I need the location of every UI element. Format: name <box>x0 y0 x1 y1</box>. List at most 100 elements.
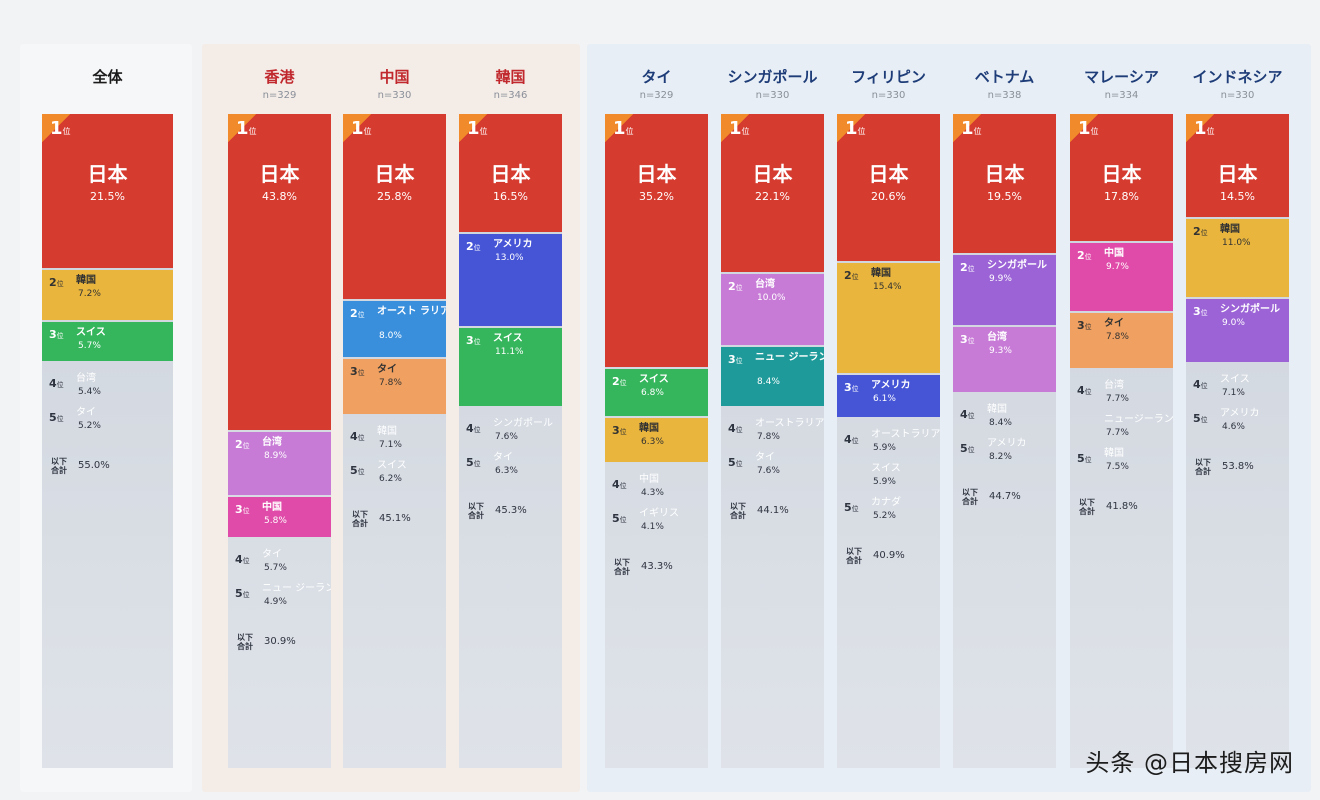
item-value: 8.4% <box>989 418 1012 428</box>
column-sample-size: n=346 <box>493 90 528 101</box>
others-value: 44.7% <box>989 491 1021 502</box>
segment-name: 台湾 <box>987 332 1007 343</box>
others-value: 43.3% <box>641 561 673 572</box>
column-sample-size: n=330 <box>755 90 790 101</box>
watermark: 头条 @日本搜房网 <box>1085 749 1294 777</box>
segment-value: 5.8% <box>264 516 287 526</box>
item-value: 7.1% <box>379 440 402 450</box>
others-value: 53.8% <box>1222 461 1254 472</box>
segment-value: 6.1% <box>873 394 896 404</box>
list-item-rank-4: 4位 オーストラリア 7.8% <box>721 416 824 448</box>
segment-value: 7.2% <box>78 289 101 299</box>
segment-value: 6.8% <box>641 388 664 398</box>
item-name: 韓国 <box>1104 448 1124 459</box>
segment-value: 25.8% <box>377 190 412 203</box>
column-sample-size: n=330 <box>871 90 906 101</box>
bar-segment-rank-3: 3位 シンガポール 9.0% <box>1186 299 1289 362</box>
segment-value: 15.4% <box>873 282 902 292</box>
segment-value: 20.6% <box>871 190 906 203</box>
others-label: 以下合計 <box>468 502 484 520</box>
segment-value: 17.8% <box>1104 190 1139 203</box>
others-label: 以下合計 <box>614 558 630 576</box>
rank-label: 3位 <box>49 328 64 341</box>
item-value: 4.3% <box>641 488 664 498</box>
column-title: インドネシア <box>1192 68 1283 86</box>
item-name: アメリカ <box>987 438 1027 449</box>
segment-name: タイ <box>1104 318 1124 329</box>
item-value: 5.2% <box>873 511 896 521</box>
segment-value: 21.5% <box>90 190 125 203</box>
segment-name: アメリカ <box>871 380 911 391</box>
rank-label: 4位 <box>960 408 975 421</box>
bar-segment-rank-3: 3位 スイス 11.1% <box>459 328 562 406</box>
bar-segment-rank-3: 3位 タイ 7.8% <box>343 359 446 414</box>
list-item-rank-4: 4位 台湾 7.7% <box>1070 378 1173 410</box>
segment-name: 日本 <box>752 162 793 186</box>
bar-segment-rank-1: 1位 日本 16.5% <box>459 114 562 232</box>
segment-value: 8.0% <box>379 331 402 341</box>
list-item-rank-tie: スイス 5.9% <box>837 461 940 493</box>
segment-name: 韓国 <box>871 268 891 279</box>
item-value: 8.2% <box>989 452 1012 462</box>
others-value: 41.8% <box>1106 501 1138 512</box>
column-bar: 1位 日本 20.6% 2位 韓国 15.4% 3位 アメリカ 6.1% 4位 オーストラリア 5.9… <box>837 114 940 768</box>
column-title: マレーシア <box>1084 68 1159 86</box>
bar-segment-rank-1: 1位 日本 22.1% <box>721 114 824 272</box>
list-item-rank-5: 5位 アメリカ 8.2% <box>953 436 1056 468</box>
list-item-rank-5: 5位 タイ 7.6% <box>721 450 824 482</box>
item-value: 7.7% <box>1106 428 1129 438</box>
column-title: タイ <box>641 68 672 86</box>
rank-label: 1位 <box>729 118 750 139</box>
rank-label: 3位 <box>728 353 743 366</box>
others-value: 45.3% <box>495 505 527 516</box>
rank-label: 3位 <box>612 424 627 437</box>
column-title: 香港 <box>264 68 295 86</box>
rank-label: 4位 <box>1077 384 1092 397</box>
segment-value: 14.5% <box>1220 190 1255 203</box>
segment-name: 中国 <box>262 502 282 513</box>
bar-segment-rank-1: 1位 日本 43.8% <box>228 114 331 430</box>
rank-label: 1位 <box>845 118 866 139</box>
others-value: 44.1% <box>757 505 789 516</box>
rank-label: 4位 <box>1193 378 1208 391</box>
item-name: ニュージーランド <box>1104 414 1173 425</box>
rank-label: 3位 <box>466 334 481 347</box>
column-bar: 1位 日本 14.5% 2位 韓国 11.0% 3位 シンガポール 9.0% 4位 スイス 7.1% 5… <box>1186 114 1289 768</box>
rank-label: 2位 <box>49 276 64 289</box>
bar-segment-rank-2: 2位 韓国 11.0% <box>1186 219 1289 297</box>
bar-segment-rank-2: 2位 韓国 7.2% <box>42 270 173 320</box>
bar-segment-rank-3: 3位 ニュー ジーランド 8.4% <box>721 347 824 406</box>
item-name: オーストラリア <box>755 418 824 429</box>
bar-segment-rank-3: 3位 台湾 9.3% <box>953 327 1056 392</box>
bar-segment-rank-3: 3位 中国 5.8% <box>228 497 331 537</box>
rank-label: 1位 <box>1194 118 1215 139</box>
column-sample-size: n=338 <box>987 90 1022 101</box>
rank-label: 5位 <box>844 501 859 514</box>
item-value: 6.2% <box>379 474 402 484</box>
column-bar: 1位 日本 19.5% 2位 シンガポール 9.9% 3位 台湾 9.3% 4位 韓国 8.4% 5位 ア… <box>953 114 1056 768</box>
segment-value: 35.2% <box>639 190 674 203</box>
item-name: イギリス <box>639 508 679 519</box>
column-bar: 1位 日本 25.8% 2位 オースト ラリア 8.0% 3位 タイ 7.8% 4位 韓国 7.1% 5… <box>343 114 446 768</box>
rank-label: 1位 <box>1078 118 1099 139</box>
segment-value: 6.3% <box>641 437 664 447</box>
segment-value: 13.0% <box>495 253 524 263</box>
rank-label: 5位 <box>49 411 64 424</box>
others-label: 以下合計 <box>352 510 368 528</box>
bar-segment-rank-3: 3位 スイス 5.7% <box>42 322 173 361</box>
list-item-rank-tie: ニュージーランド 7.7% <box>1070 412 1173 444</box>
column-title: 全体 <box>92 68 123 86</box>
column-bar: 1位 日本 16.5% 2位 アメリカ 13.0% 3位 スイス 11.1% 4位 シンガポール 7.… <box>459 114 562 768</box>
rank-label: 3位 <box>235 503 250 516</box>
segment-name: タイ <box>377 364 397 375</box>
item-name: 韓国 <box>377 426 397 437</box>
segment-value: 8.9% <box>264 451 287 461</box>
rank-label: 2位 <box>844 269 859 282</box>
rank-label: 4位 <box>235 553 250 566</box>
rank-label: 5位 <box>728 456 743 469</box>
rank-label: 2位 <box>466 240 481 253</box>
segment-name: スイス <box>76 327 106 338</box>
rank-label: 3位 <box>960 333 975 346</box>
others-label: 以下合計 <box>1079 498 1095 516</box>
list-item-rank-4: 4位 タイ 5.7% <box>228 547 331 579</box>
